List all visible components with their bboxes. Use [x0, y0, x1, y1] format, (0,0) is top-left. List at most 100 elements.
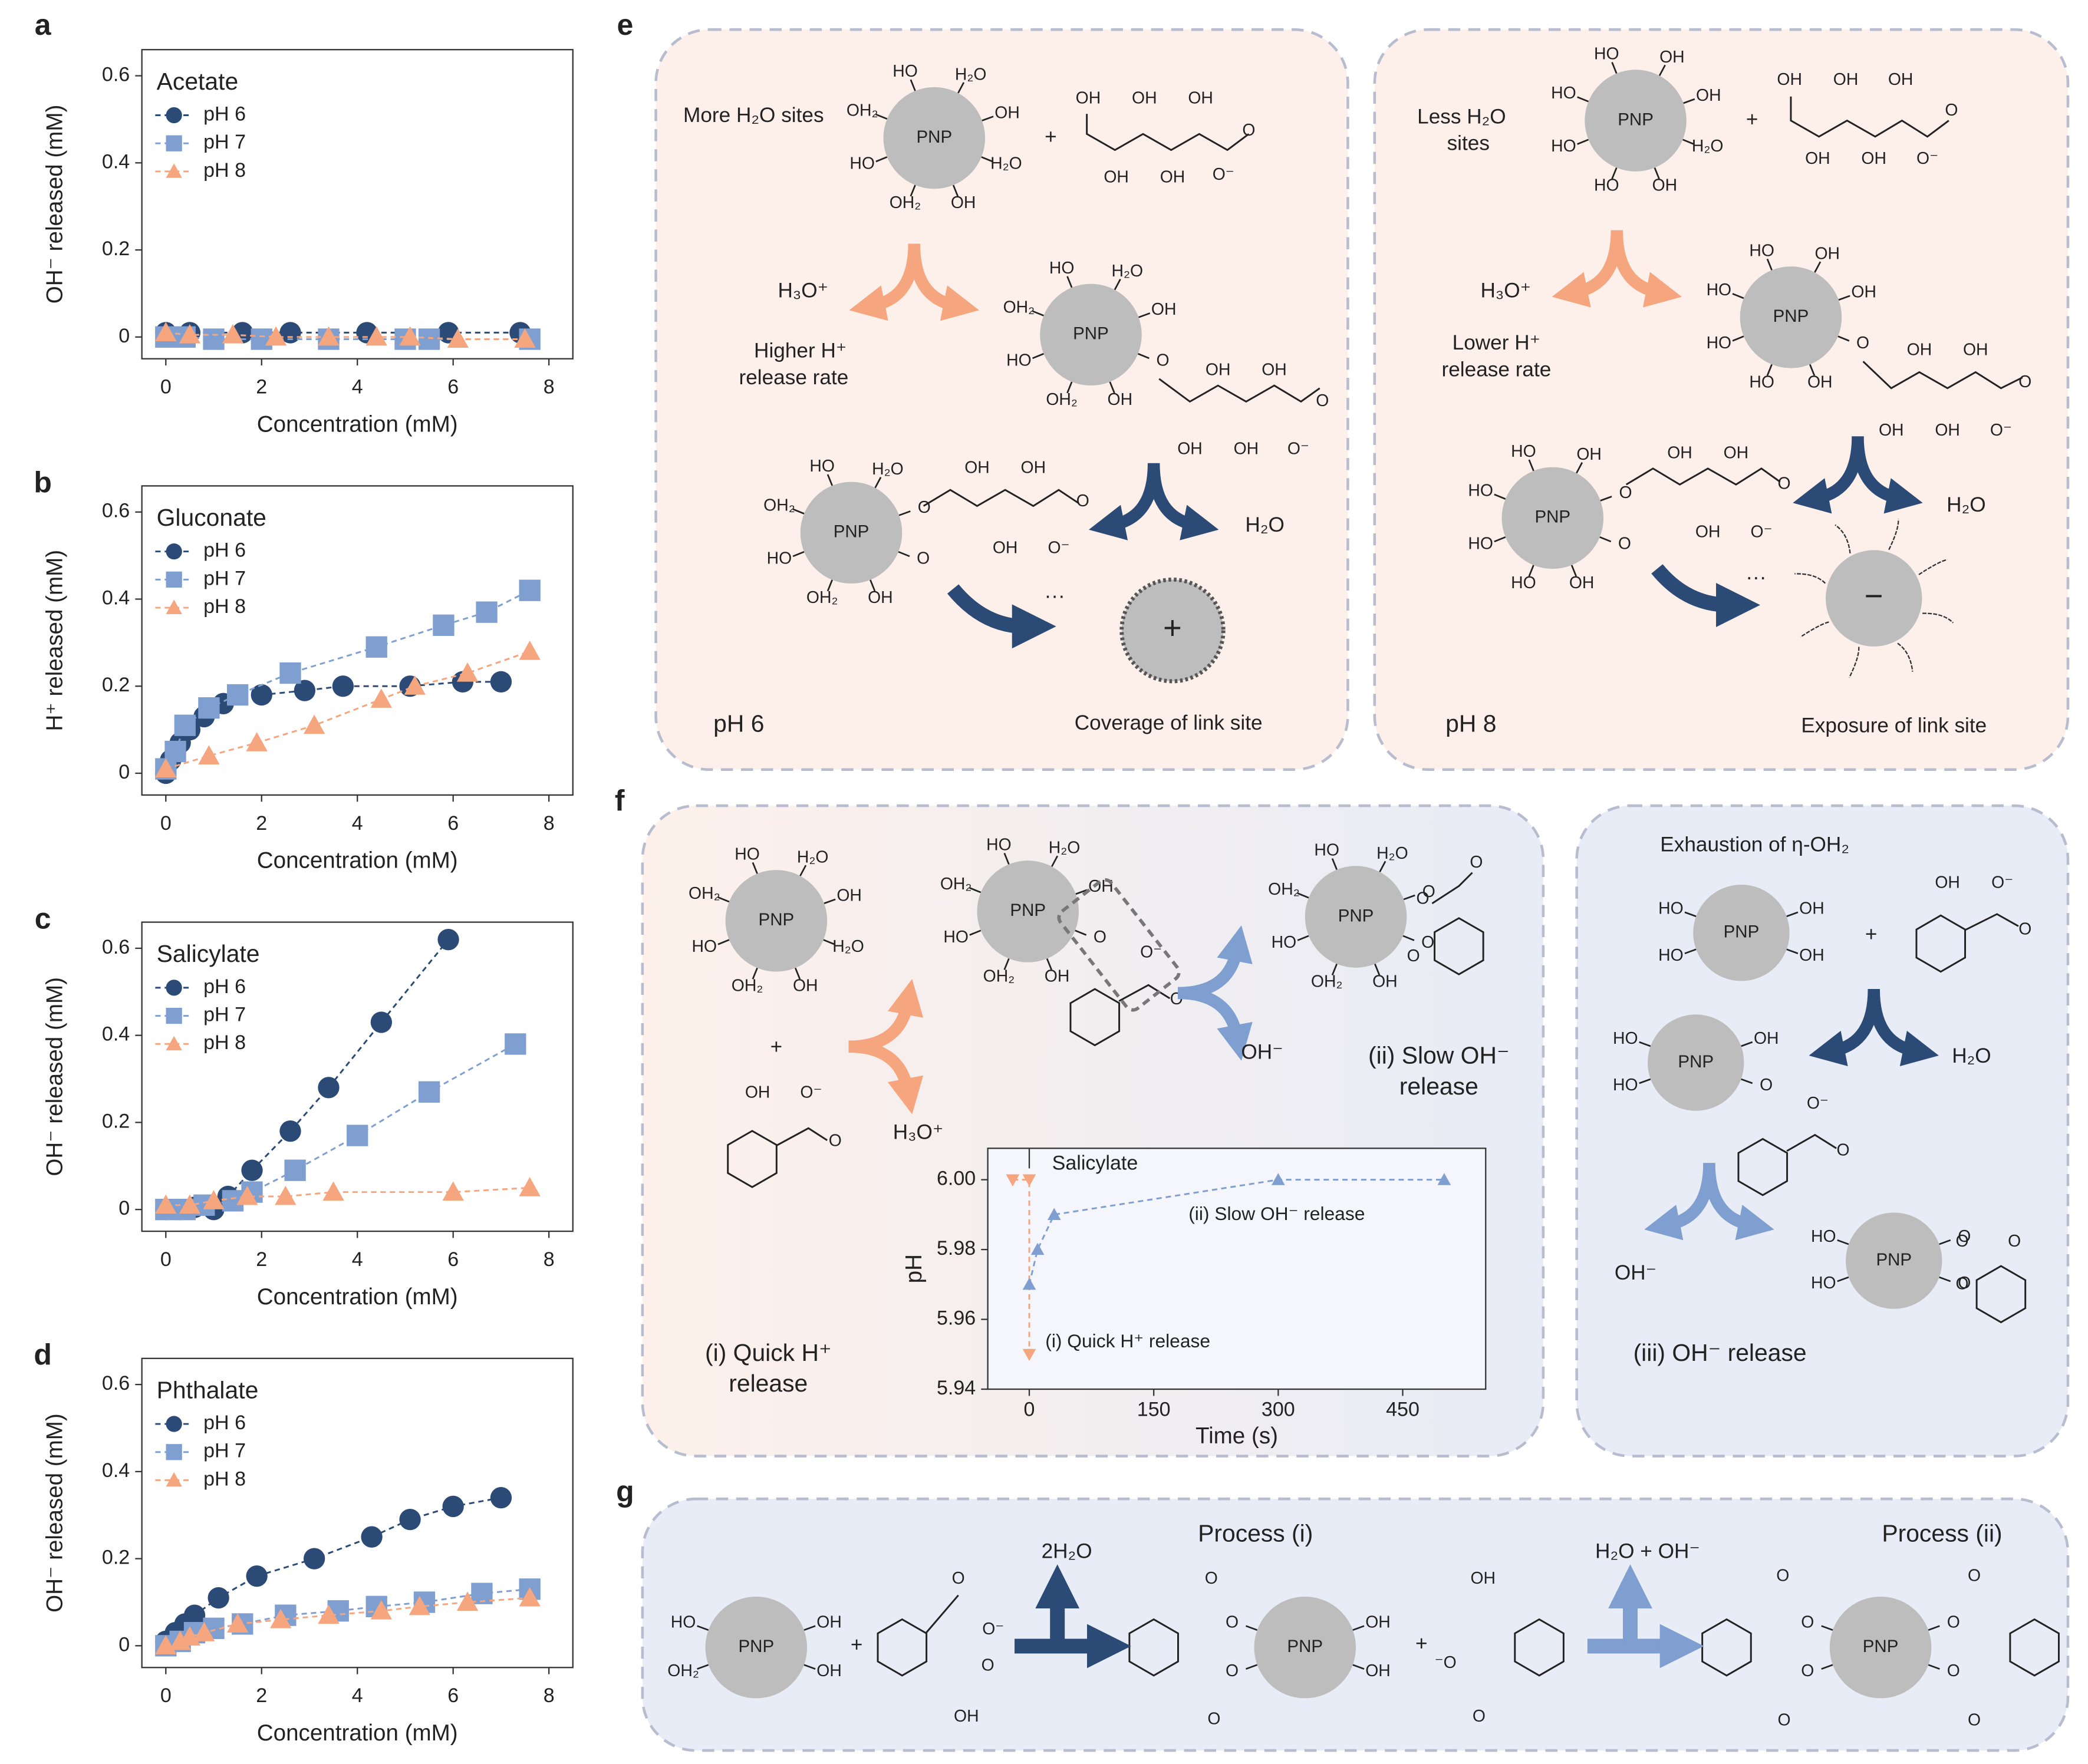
marker	[251, 328, 272, 350]
group-label: O	[1801, 1613, 1814, 1632]
legend-label: pH 7	[203, 567, 246, 589]
benzene-ring	[877, 1618, 928, 1677]
chain	[1118, 984, 1171, 1002]
series-line	[1028, 1179, 1444, 1285]
particle-label: PNP	[1678, 1052, 1714, 1071]
bond	[824, 898, 836, 905]
note: −	[1865, 578, 1883, 614]
note: H₂O	[1947, 493, 1985, 516]
x-tick-label: 4	[352, 1248, 363, 1271]
group-label: HO	[849, 154, 875, 173]
x-tick-label: 4	[352, 1684, 363, 1707]
group-label: OH	[1851, 283, 1876, 302]
marker	[284, 1159, 306, 1181]
note: H₂O	[1245, 513, 1284, 536]
group-label: HO	[892, 62, 918, 81]
note: sites	[1447, 132, 1490, 155]
particle	[705, 1596, 808, 1699]
atom-label: OH	[1907, 341, 1932, 360]
note: Process (i)	[1198, 1519, 1313, 1547]
marker	[166, 1007, 182, 1024]
note: 2H₂O	[1042, 1539, 1092, 1562]
group-label: OH	[1799, 899, 1824, 918]
marker	[166, 135, 182, 151]
marker	[303, 1548, 325, 1570]
marker	[433, 614, 455, 636]
marker	[418, 1081, 440, 1103]
atom-label: O⁻	[1916, 149, 1938, 168]
bond	[1732, 293, 1744, 299]
y-tick-label: 0.2	[102, 1110, 130, 1132]
bond	[792, 508, 805, 515]
marker	[166, 1444, 182, 1460]
marker	[166, 1472, 182, 1487]
highlight-box	[1057, 878, 1181, 1012]
panel-label: c	[35, 902, 51, 935]
bond	[1786, 911, 1799, 918]
legend-title: Phthalate	[157, 1376, 259, 1403]
marker	[490, 1487, 512, 1509]
note: H₂O + OH⁻	[1595, 1539, 1700, 1562]
group-label: HO	[1613, 1076, 1638, 1094]
bond	[952, 184, 959, 197]
note: OH⁻	[1241, 1040, 1283, 1063]
note: release	[1399, 1073, 1478, 1100]
y-tick-label: 5.98	[937, 1237, 976, 1259]
marker	[166, 107, 182, 124]
marker	[437, 929, 459, 951]
atom-label: OH	[1963, 341, 1988, 360]
atom-label: OH	[1695, 522, 1721, 541]
marker	[166, 163, 182, 178]
panel-label: a	[35, 8, 52, 41]
bond	[1766, 258, 1773, 271]
particle	[1254, 1596, 1356, 1699]
group-label: HO	[1613, 1029, 1638, 1048]
note: OH⁻	[1615, 1261, 1656, 1284]
plot-frame	[141, 49, 574, 360]
marker	[1022, 1174, 1036, 1186]
note: H₃O⁺	[778, 279, 828, 302]
group-label: H₂O	[955, 65, 987, 84]
panel-label: e	[617, 8, 633, 41]
group-label: H₂O	[1049, 839, 1081, 858]
bond	[1379, 860, 1386, 872]
group-label: HO	[735, 845, 760, 863]
marker	[519, 1587, 541, 1607]
bond	[717, 939, 730, 945]
particle-label: PNP	[1010, 901, 1046, 920]
y-axis-label: H⁺ released (mM)	[42, 550, 68, 731]
bond	[1837, 335, 1850, 342]
group-label: O	[1422, 882, 1435, 901]
group-label: HO	[1811, 1274, 1836, 1292]
group-label: OH	[994, 103, 1020, 122]
note: pH 8	[1445, 710, 1496, 737]
series-line	[1012, 1179, 1030, 1354]
marker	[179, 1194, 201, 1214]
particle-label: PNP	[1618, 110, 1654, 129]
chain	[1158, 378, 1320, 403]
benzene-ring	[2009, 1618, 2060, 1677]
group-label: O	[918, 498, 931, 517]
bond	[1786, 948, 1799, 955]
bond	[1570, 565, 1577, 577]
legend-label: pH 8	[203, 1031, 246, 1054]
fork-arrow	[1611, 230, 1682, 308]
marker	[1030, 1242, 1045, 1255]
group-label: HO	[809, 457, 835, 476]
particle	[1829, 1596, 1932, 1699]
chain	[776, 1127, 828, 1147]
marker	[164, 740, 186, 763]
group-label: HO	[986, 835, 1012, 854]
group-label: HO	[1594, 176, 1619, 195]
bond	[1051, 855, 1059, 867]
x-tick-label: 450	[1386, 1398, 1420, 1420]
group-label: O	[917, 549, 930, 568]
marker	[1047, 1208, 1061, 1220]
y-tick-label: 0.4	[102, 150, 130, 173]
group-label: OH	[1372, 972, 1398, 991]
group-label: OH	[1814, 245, 1840, 263]
bond	[969, 929, 982, 936]
atom-label: O	[829, 1131, 842, 1150]
bond	[1331, 858, 1338, 871]
bond	[717, 896, 730, 903]
